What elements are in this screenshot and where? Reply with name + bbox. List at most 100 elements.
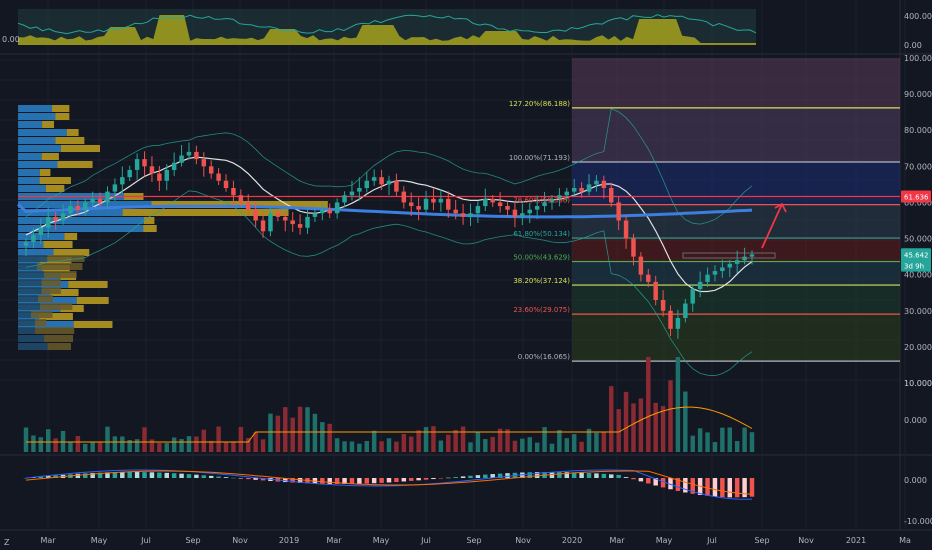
candle-body [527, 209, 532, 214]
candle-body [194, 151, 199, 160]
volume-profile-bar [18, 137, 56, 144]
volume-bar [238, 426, 244, 452]
candle-body [653, 281, 658, 300]
candle-body [401, 191, 407, 203]
volume-profile-bar [68, 281, 108, 288]
price-axis-tick: 50.000 [904, 235, 932, 244]
macd-bar [720, 478, 725, 498]
volume-bar [171, 437, 177, 452]
macd-bar [623, 477, 629, 478]
fib-zone [572, 58, 900, 108]
macd-bar [253, 478, 258, 480]
fib-level-label: 38.20%(37.124) [513, 277, 570, 285]
candle-body [320, 209, 325, 214]
volume-bar [534, 442, 540, 452]
volume-profile-bar [18, 113, 56, 120]
macd-bar [238, 478, 244, 479]
volume-bar [438, 440, 444, 452]
time-axis-tick: 2021 [846, 536, 866, 545]
macd-bar [401, 478, 407, 482]
macd-line [25, 469, 753, 500]
volume-profile-bar [39, 303, 73, 310]
price-tag-bg [901, 248, 931, 261]
macd-bar [734, 478, 740, 498]
volume-bar [571, 434, 577, 452]
top-left-tick: 0.00 [2, 35, 20, 44]
volume-profile-bar [18, 177, 40, 184]
volume-bar [483, 439, 488, 452]
volume-bar [646, 357, 651, 452]
macd-bar [231, 477, 236, 479]
volume-bar [683, 391, 688, 452]
volume-profile-bar [18, 121, 43, 128]
volume-bar [231, 441, 236, 452]
projection-arrow-icon [761, 202, 787, 249]
fib-level-label: 127.20%(86.188) [509, 100, 570, 108]
macd-bar [394, 478, 399, 482]
candle-body [305, 216, 310, 228]
volume-profile-bar [38, 295, 53, 302]
volume-profile-bar [18, 249, 54, 256]
candle-body [142, 159, 147, 167]
volume-bar [105, 426, 110, 452]
candle-body [75, 206, 81, 210]
volume-profile-bar [18, 303, 40, 310]
fib-zone [572, 238, 900, 262]
candle-body [431, 198, 436, 203]
volume-bar [120, 436, 125, 452]
macd-bar [75, 473, 81, 478]
volume-moving-average [26, 406, 753, 443]
macd-bar [705, 478, 710, 496]
volume-bar [357, 443, 362, 452]
candle-body [690, 289, 695, 304]
candle-body [31, 234, 36, 243]
volume-bar [275, 415, 281, 452]
volume-profile-bar [37, 263, 83, 270]
fib-zone [572, 285, 900, 315]
macd-bar [438, 478, 444, 479]
price-tag-label: 45.642 [904, 251, 929, 259]
time-axis-tick: Nov [798, 536, 814, 545]
volume-bar [520, 438, 525, 452]
volume-profile-bar [18, 271, 44, 278]
price-axis-tick: 60.000 [904, 198, 932, 207]
volume-bar [475, 431, 481, 452]
volume-bar [394, 441, 399, 452]
volume-profile-bar [76, 297, 109, 304]
volume-bar [497, 428, 503, 452]
volume-profile-bar [122, 209, 289, 216]
volume-bar [490, 436, 495, 452]
macd-bar [127, 472, 132, 478]
timezone-icon[interactable]: Z [4, 538, 10, 547]
candle-body [53, 216, 58, 221]
volume-bar [68, 442, 73, 452]
macd-bar [223, 477, 229, 478]
macd-bar [727, 478, 733, 498]
fibonacci-labels: 127.20%(86.188) 100.00%(71.193) 78.60%(59.… [509, 100, 570, 361]
volume-axis-tick: 10.000 [904, 379, 932, 388]
macd-signal-line [25, 470, 753, 495]
candle-body [720, 267, 725, 272]
time-axis-tick: Nov [232, 536, 248, 545]
top-axis-tick: 0.00 [904, 41, 922, 50]
candle-body [549, 198, 555, 203]
volume-bar [616, 409, 621, 452]
price-axis-tick: 100.000 [904, 54, 932, 63]
time-axis-tick: Nov [515, 536, 531, 545]
candle-body [505, 206, 510, 210]
volume-profile-bar [57, 161, 93, 168]
macd-bar [497, 473, 503, 478]
candle-body [68, 206, 73, 214]
macd-bar [564, 472, 570, 478]
volume-bar [734, 441, 740, 452]
volume-bar [675, 357, 681, 452]
volume-bar [512, 440, 518, 452]
macd-bar [164, 472, 169, 478]
candle-body [742, 256, 747, 261]
volume-profile-bar [73, 321, 113, 328]
price-tag-bg [901, 190, 931, 203]
price-tag-label: 61.636 [904, 194, 929, 202]
volume-bar [727, 427, 733, 452]
candle-body [260, 220, 266, 232]
